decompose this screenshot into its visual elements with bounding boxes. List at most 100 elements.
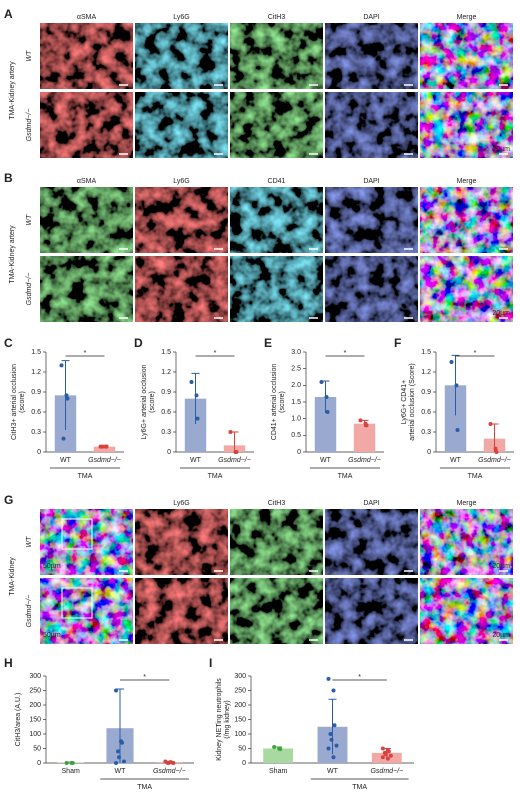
significance-label: * — [474, 350, 477, 357]
data-point — [364, 423, 369, 428]
y-tick-label: 200 — [29, 702, 41, 709]
data-point — [166, 761, 171, 765]
micrograph-texture — [420, 509, 513, 575]
micrograph-texture — [135, 509, 228, 575]
y-tick-label: 0.9 — [161, 389, 171, 396]
y-tick-label: 150 — [234, 716, 246, 723]
y-axis-label: Kidney NETing neutrophils — [216, 678, 223, 761]
data-point — [278, 747, 283, 752]
y-tick-label: 1.5 — [161, 349, 171, 356]
data-point — [319, 380, 324, 384]
x-tick-label: Sham — [62, 768, 80, 775]
channel-label: CD41 — [268, 178, 286, 185]
scale-label: 20µm — [492, 563, 510, 570]
micrograph-texture — [230, 578, 323, 644]
group-label: TMA — [137, 784, 152, 791]
channel-label: CitH3 — [268, 14, 286, 21]
data-point — [116, 749, 120, 754]
row-label: WT — [26, 536, 33, 548]
data-point — [70, 761, 75, 765]
micrograph-texture — [230, 509, 323, 575]
y-tick-label: 0.6 — [421, 409, 431, 416]
scale-label: 20µm — [492, 310, 510, 317]
data-point — [380, 755, 385, 760]
micrograph-texture — [40, 23, 133, 89]
panel-label: H — [4, 656, 13, 670]
row-label: WT — [26, 214, 33, 226]
group-label: TMA — [78, 473, 93, 480]
y-tick-label: 1.5 — [291, 399, 301, 406]
micrograph-texture — [230, 256, 323, 322]
y-tick-label: 0.9 — [31, 389, 41, 396]
data-point — [386, 749, 391, 754]
side-label: TMA-Kidney artery — [9, 225, 16, 284]
y-tick-label: 1.5 — [31, 349, 41, 356]
data-point — [326, 676, 331, 681]
data-point — [104, 444, 109, 449]
x-tick-label: Gsdmd−/− — [88, 457, 121, 464]
data-point — [272, 745, 277, 750]
x-tick-label: Gsdmd−/− — [370, 768, 403, 775]
bar — [444, 385, 467, 452]
data-point — [328, 732, 333, 736]
y-axis-label: (score) — [279, 391, 286, 413]
channel-label: Ly6G — [173, 14, 189, 21]
data-point — [388, 753, 393, 758]
y-tick-label: 0 — [37, 449, 41, 456]
significance-label: * — [143, 674, 146, 681]
y-tick-label: 2.0 — [291, 382, 301, 389]
micrograph-texture — [230, 187, 323, 253]
y-tick-label: 100 — [29, 731, 41, 738]
micrograph-texture — [325, 92, 418, 158]
data-point — [122, 759, 126, 764]
significance-label: * — [214, 350, 217, 357]
group-label: TMA — [468, 473, 483, 480]
data-point — [385, 756, 390, 761]
data-point — [194, 393, 199, 398]
side-label: TMA-Kidney — [9, 557, 16, 596]
y-tick-label: 0 — [242, 760, 246, 767]
x-tick-label: Gsdmd−/− — [153, 768, 186, 775]
group-label: TMA — [208, 473, 223, 480]
data-point — [114, 688, 118, 693]
data-point — [189, 380, 194, 384]
y-tick-label: 250 — [29, 687, 41, 694]
y-axis-label: (score) — [19, 391, 26, 413]
data-point — [326, 746, 331, 751]
data-point — [117, 755, 121, 760]
panel-label: G — [4, 493, 13, 507]
panel-label: E — [264, 336, 272, 350]
micrograph-texture — [40, 92, 133, 158]
significance-label: * — [344, 350, 347, 357]
y-axis-label: CitH3/area (A.U.) — [15, 693, 22, 747]
row-label: WT — [26, 50, 33, 62]
row-label: Gsdmd−/− — [26, 109, 33, 142]
channel-label: Merge — [457, 178, 477, 185]
bar — [93, 446, 116, 452]
inset-box — [61, 518, 93, 550]
y-tick-label: 0.9 — [421, 389, 431, 396]
scale-label: 50µm — [43, 632, 61, 639]
data-point — [171, 761, 176, 765]
micrograph-texture — [325, 187, 418, 253]
y-tick-label: 2.5 — [291, 366, 301, 373]
x-tick-label: WT — [450, 457, 462, 464]
row-label: Gsdmd−/− — [26, 273, 33, 306]
x-tick-label: Gsdmd−/− — [348, 457, 381, 464]
y-tick-label: 300 — [29, 673, 41, 680]
y-tick-label: 0.3 — [161, 429, 171, 436]
panel-label: B — [4, 171, 13, 185]
y-tick-label: 0.6 — [31, 409, 41, 416]
x-tick-label: WT — [60, 457, 72, 464]
y-axis-label: arterial occlusion (Score) — [409, 363, 416, 440]
micrograph-texture — [135, 256, 228, 322]
data-point — [59, 363, 64, 368]
y-axis-label: Ly6G+ CD41+ — [401, 380, 408, 425]
x-tick-label: Sham — [269, 768, 287, 775]
bar — [184, 398, 207, 452]
micrograph-texture — [325, 509, 418, 575]
channel-label: DAPI — [363, 500, 379, 507]
y-tick-label: 3.0 — [291, 349, 301, 356]
y-tick-label: 50 — [33, 745, 41, 752]
